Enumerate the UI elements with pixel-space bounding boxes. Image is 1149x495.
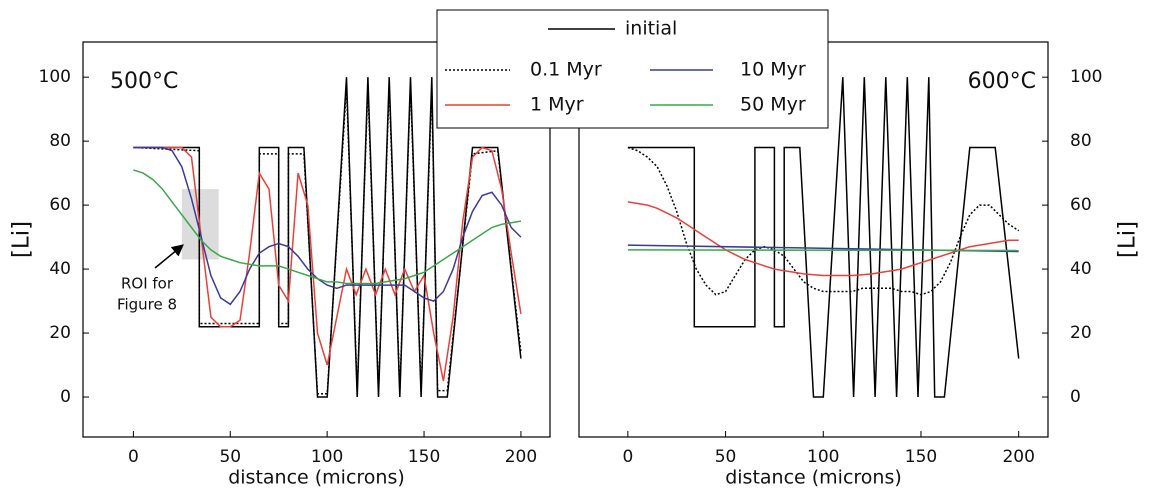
plot-frame bbox=[82, 41, 551, 438]
series-line bbox=[133, 86, 522, 395]
y-axis-label: [Li] bbox=[1115, 221, 1141, 258]
series-line bbox=[133, 146, 522, 306]
x-tick-label: 150 bbox=[905, 447, 937, 467]
panel-title: 500°C bbox=[110, 69, 178, 94]
annotation-text: ROI for bbox=[121, 275, 174, 293]
y-tick-label: 60 bbox=[49, 195, 71, 215]
y-tick-label: 40 bbox=[49, 259, 71, 279]
y-tick-label: 80 bbox=[1070, 131, 1092, 151]
series-line bbox=[627, 201, 1019, 277]
y-tick-label: 40 bbox=[1070, 259, 1092, 279]
x-tick-label: 50 bbox=[219, 447, 241, 467]
x-tick-label: 0 bbox=[128, 447, 139, 467]
y-tick-label: 20 bbox=[1070, 323, 1092, 343]
legend-label: initial bbox=[625, 18, 677, 40]
series-line bbox=[133, 169, 522, 285]
x-tick-label: 200 bbox=[505, 447, 537, 467]
y-tick-label: 0 bbox=[60, 387, 71, 407]
series-line bbox=[627, 146, 1020, 296]
series-line bbox=[627, 249, 1019, 252]
x-tick-label: 150 bbox=[408, 447, 440, 467]
x-tick-label: 50 bbox=[715, 447, 737, 467]
y-tick-label: 100 bbox=[39, 67, 71, 87]
series-line bbox=[133, 146, 522, 382]
y-tick-label: 0 bbox=[1070, 387, 1081, 407]
y-tick-label: 20 bbox=[49, 323, 71, 343]
x-tick-label: 100 bbox=[311, 447, 343, 467]
x-axis-label: distance (microns) bbox=[228, 467, 405, 489]
panel-title: 600°C bbox=[968, 69, 1036, 94]
y-tick-label: 60 bbox=[1070, 195, 1092, 215]
legend-label: 0.1 Myr bbox=[530, 59, 602, 81]
x-tick-label: 100 bbox=[807, 447, 839, 467]
legend-label: 10 Myr bbox=[740, 59, 806, 81]
y-tick-label: 100 bbox=[1070, 67, 1102, 87]
series-line bbox=[627, 77, 1020, 398]
y-axis-label: [Li] bbox=[9, 221, 35, 258]
annotation-arrow bbox=[154, 244, 184, 269]
legend-label: 1 Myr bbox=[530, 94, 584, 116]
y-tick-label: 80 bbox=[49, 131, 71, 151]
x-tick-label: 0 bbox=[622, 447, 633, 467]
x-axis-label: distance (microns) bbox=[725, 467, 902, 489]
x-tick-label: 200 bbox=[1002, 447, 1034, 467]
annotation-text: Figure 8 bbox=[117, 296, 177, 314]
legend-box bbox=[436, 9, 829, 129]
legend-label: 50 Myr bbox=[740, 94, 806, 116]
